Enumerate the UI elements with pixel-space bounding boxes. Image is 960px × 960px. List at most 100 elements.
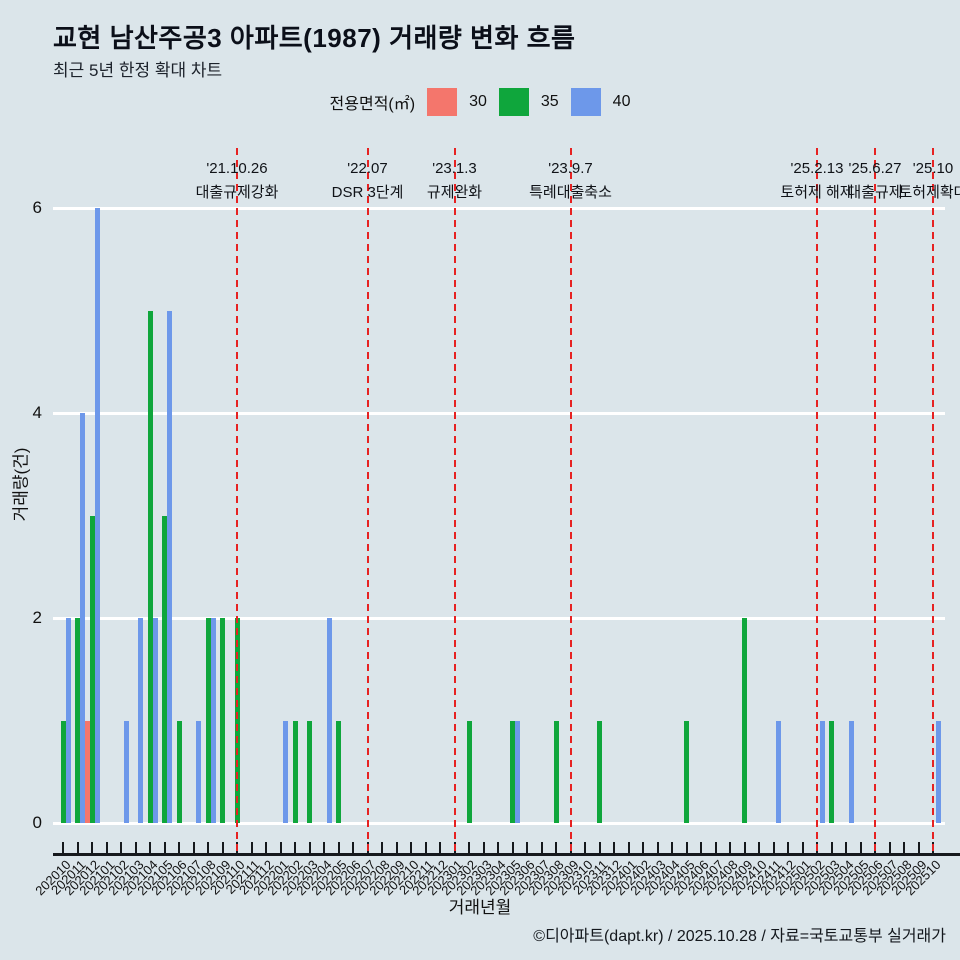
bar-202409-35 bbox=[742, 618, 747, 823]
x-tick bbox=[482, 842, 485, 853]
legend-swatch-35 bbox=[498, 88, 529, 116]
gridline-y-4 bbox=[53, 411, 945, 415]
bar-202010-40 bbox=[65, 618, 71, 823]
x-tick bbox=[439, 842, 441, 853]
x-tick bbox=[801, 842, 804, 853]
event-date: '23.1.3 bbox=[432, 160, 477, 177]
source-credit: ©디아파트(dapt.kr) / 2025.10.28 / 자료=국토교통부 실… bbox=[533, 928, 946, 945]
event-line-202502 bbox=[816, 148, 818, 853]
event-date: '23.9.7 bbox=[548, 160, 593, 177]
x-tick bbox=[917, 842, 920, 853]
bar-202305-35 bbox=[510, 720, 515, 823]
x-tick bbox=[410, 842, 412, 853]
x-tick bbox=[859, 842, 862, 853]
bar-202012-30 bbox=[84, 720, 90, 823]
event-label: 특례대출축소 bbox=[529, 184, 612, 201]
x-tick bbox=[424, 842, 427, 853]
bar-202107-40 bbox=[196, 720, 201, 823]
y-tick-label: 2 bbox=[32, 608, 42, 627]
x-tick bbox=[772, 842, 775, 853]
bar-202109-35 bbox=[220, 618, 225, 823]
x-tick bbox=[76, 842, 79, 853]
event-date: '25.2.13 bbox=[790, 160, 844, 177]
x-tick bbox=[323, 842, 325, 853]
legend-item-35: 35 bbox=[498, 88, 559, 116]
x-tick bbox=[149, 842, 151, 853]
x-tick bbox=[308, 842, 311, 853]
event-line-202110 bbox=[236, 148, 238, 853]
x-tick bbox=[105, 842, 108, 853]
event-label: 토허제 해제 bbox=[780, 184, 854, 201]
event-date: '22.07 bbox=[347, 160, 388, 177]
bar-202011-35 bbox=[75, 618, 80, 823]
x-tick bbox=[685, 842, 688, 853]
x-tick bbox=[642, 842, 644, 853]
x-tick bbox=[714, 842, 717, 853]
event-line-202207 bbox=[366, 148, 369, 853]
x-tick bbox=[598, 842, 601, 853]
bar-202302-35 bbox=[466, 720, 472, 823]
x-tick bbox=[192, 842, 195, 853]
y-tick-label: 4 bbox=[32, 403, 42, 422]
x-tick bbox=[294, 842, 296, 853]
x-axis-title: 거래년월 bbox=[448, 898, 512, 917]
bar-202104-35 bbox=[147, 310, 153, 823]
x-tick bbox=[178, 842, 180, 853]
bar-202103-40 bbox=[138, 618, 143, 823]
page-subtitle: 최근 5년 한정 확대 차트 bbox=[53, 61, 223, 80]
event-date: '25.10 bbox=[912, 160, 954, 177]
x-tick bbox=[134, 842, 137, 853]
x-tick bbox=[497, 842, 499, 853]
x-tick bbox=[468, 842, 470, 853]
x-tick bbox=[903, 842, 905, 853]
x-tick bbox=[729, 842, 731, 853]
event-label: 규제완화 bbox=[426, 184, 483, 201]
bar-202411-40 bbox=[776, 720, 781, 823]
x-tick bbox=[671, 842, 673, 853]
x-tick bbox=[337, 842, 340, 853]
legend-item-40: 40 bbox=[570, 88, 631, 116]
bar-202104-40 bbox=[152, 618, 158, 823]
x-tick bbox=[511, 842, 514, 853]
x-tick bbox=[352, 842, 354, 853]
legend-item-label: 40 bbox=[612, 93, 631, 110]
bar-202012-40 bbox=[94, 208, 100, 823]
bar-202308-35 bbox=[553, 720, 559, 823]
event-line-202301 bbox=[453, 148, 456, 853]
x-tick bbox=[656, 842, 659, 853]
bar-202108-40 bbox=[210, 618, 216, 823]
legend-swatch-40 bbox=[570, 88, 601, 116]
legend-item-label: 35 bbox=[540, 93, 559, 110]
x-tick bbox=[700, 842, 702, 853]
x-tick bbox=[743, 842, 746, 853]
x-tick bbox=[584, 842, 586, 853]
bar-202010-35 bbox=[60, 720, 66, 823]
event-label: 대출규제 bbox=[847, 184, 903, 201]
x-tick bbox=[120, 842, 122, 853]
x-tick bbox=[845, 842, 847, 853]
gridline-y-6 bbox=[53, 206, 945, 210]
x-tick bbox=[540, 842, 543, 853]
bar-202311-35 bbox=[597, 720, 602, 823]
bar-202203-35 bbox=[307, 720, 312, 823]
y-tick-label: 6 bbox=[32, 198, 42, 217]
event-date: '21.10.26 bbox=[206, 160, 268, 177]
y-tick-label: 0 bbox=[32, 813, 42, 832]
bar-202504-40 bbox=[848, 720, 854, 823]
x-axis-line bbox=[53, 853, 960, 856]
event-line-202506 bbox=[874, 148, 876, 853]
page-title: 교현 남산주공3 아파트(1987) 거래량 변화 흐름 bbox=[53, 23, 576, 53]
bar-202502-40 bbox=[819, 720, 825, 823]
x-tick bbox=[250, 842, 253, 853]
legend: 전용면적(㎡) 30 35 40 bbox=[0, 88, 960, 116]
event-date: '25.6.27 bbox=[848, 160, 902, 177]
x-tick bbox=[207, 842, 209, 853]
x-tick bbox=[613, 842, 615, 853]
gridline-y-0 bbox=[53, 821, 945, 825]
x-tick bbox=[758, 842, 760, 853]
bar-202204-40 bbox=[326, 618, 332, 823]
x-tick bbox=[221, 842, 224, 853]
bar-202202-35 bbox=[292, 720, 298, 823]
bar-202011-40 bbox=[80, 413, 85, 823]
